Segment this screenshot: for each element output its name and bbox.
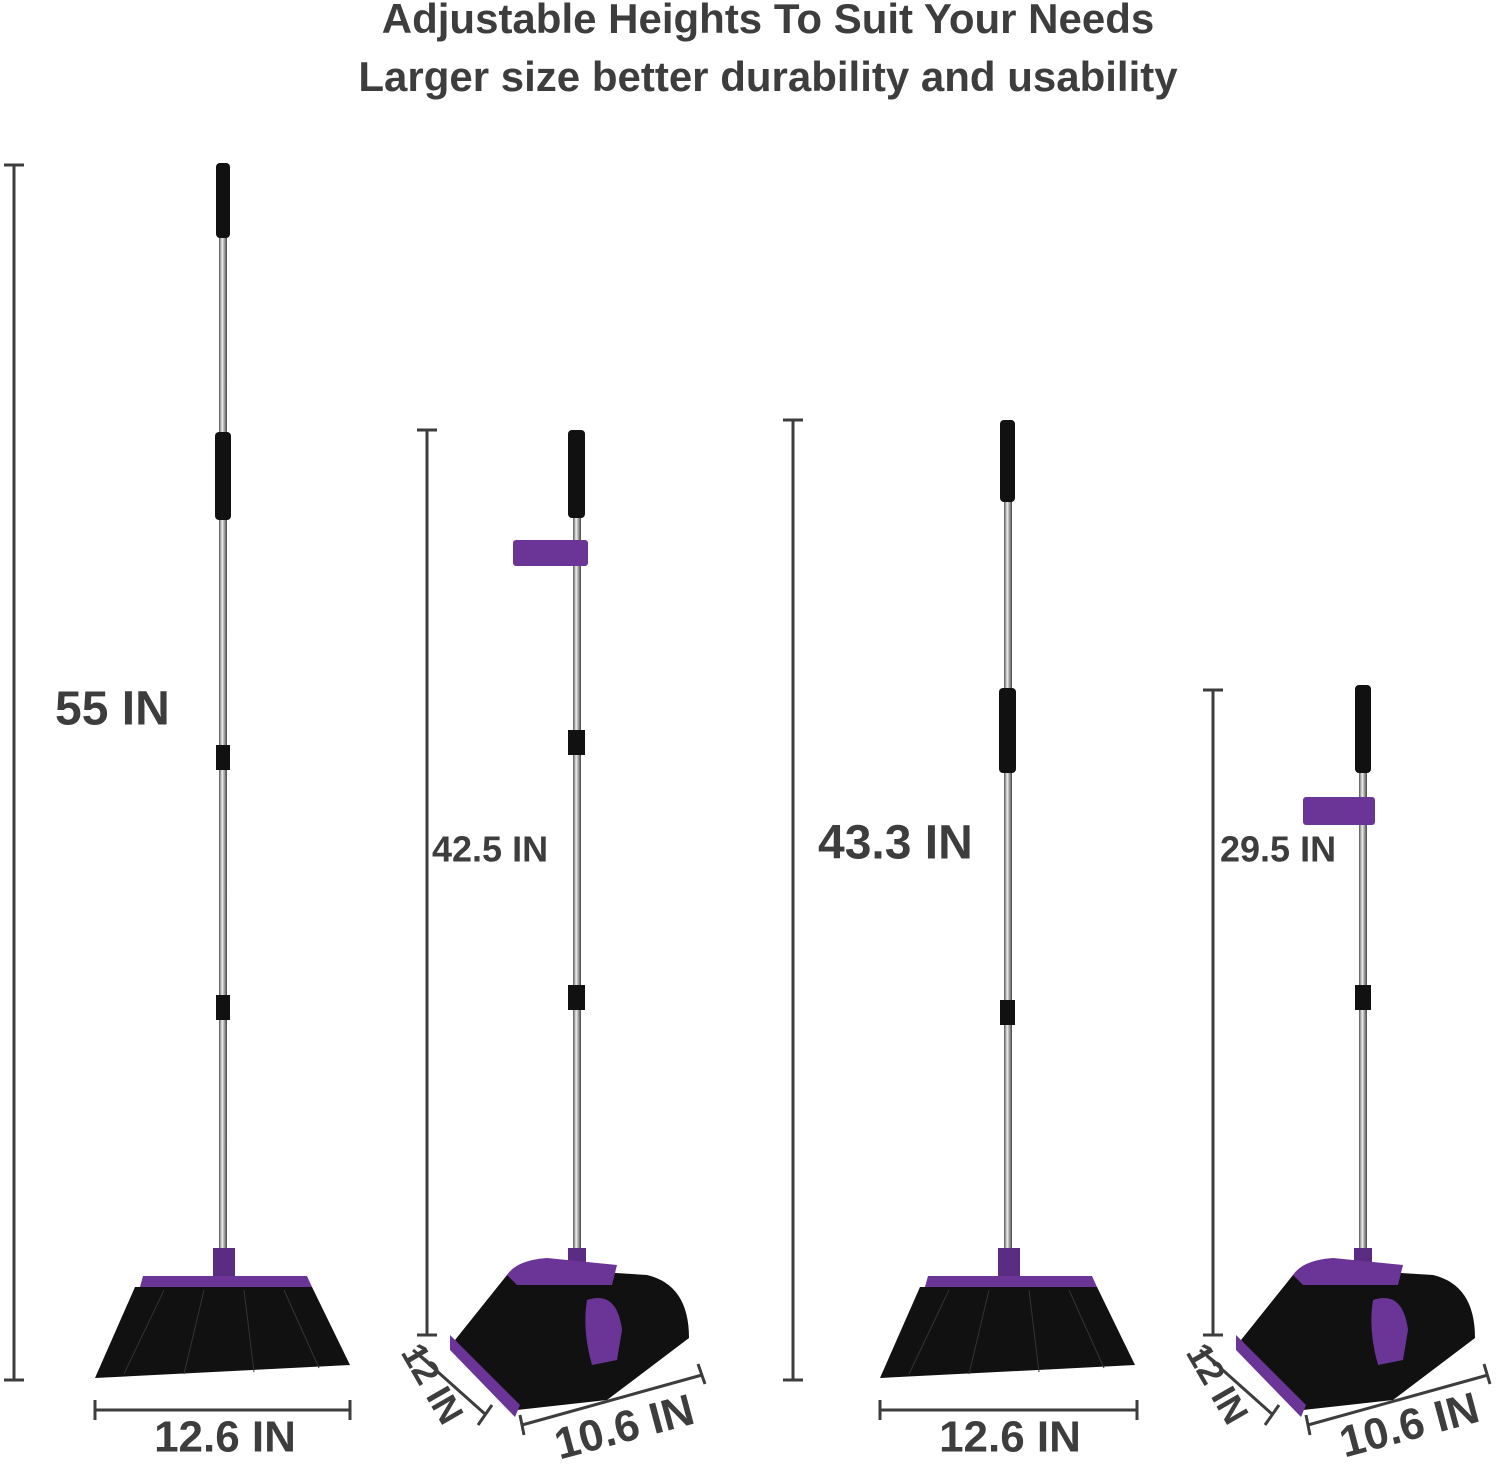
width-line <box>878 1400 1139 1420</box>
height-line <box>4 163 24 1382</box>
height-line <box>783 418 803 1382</box>
depth-line <box>412 1348 494 1426</box>
broom <box>879 420 1136 1379</box>
height-line <box>1203 688 1223 1337</box>
title: Adjustable Heights To Suit Your Needs <box>382 0 1154 42</box>
height-label: 42.5 IN <box>432 829 548 870</box>
width-line <box>1304 1363 1492 1436</box>
width-line <box>93 1400 352 1420</box>
height-label: 55 IN <box>55 683 170 736</box>
width-line <box>518 1363 707 1436</box>
dustpan <box>450 430 689 1417</box>
depth-line <box>1199 1348 1281 1426</box>
height-line <box>417 428 437 1337</box>
height-label: 29.5 IN <box>1220 829 1336 870</box>
subtitle: Larger size better durability and usabil… <box>358 53 1178 100</box>
width-label: 12.6 IN <box>939 1413 1081 1462</box>
dustpan <box>1236 685 1475 1417</box>
width-label: 12.6 IN <box>154 1413 296 1462</box>
broom <box>94 163 351 1379</box>
height-label: 43.3 IN <box>818 817 973 870</box>
